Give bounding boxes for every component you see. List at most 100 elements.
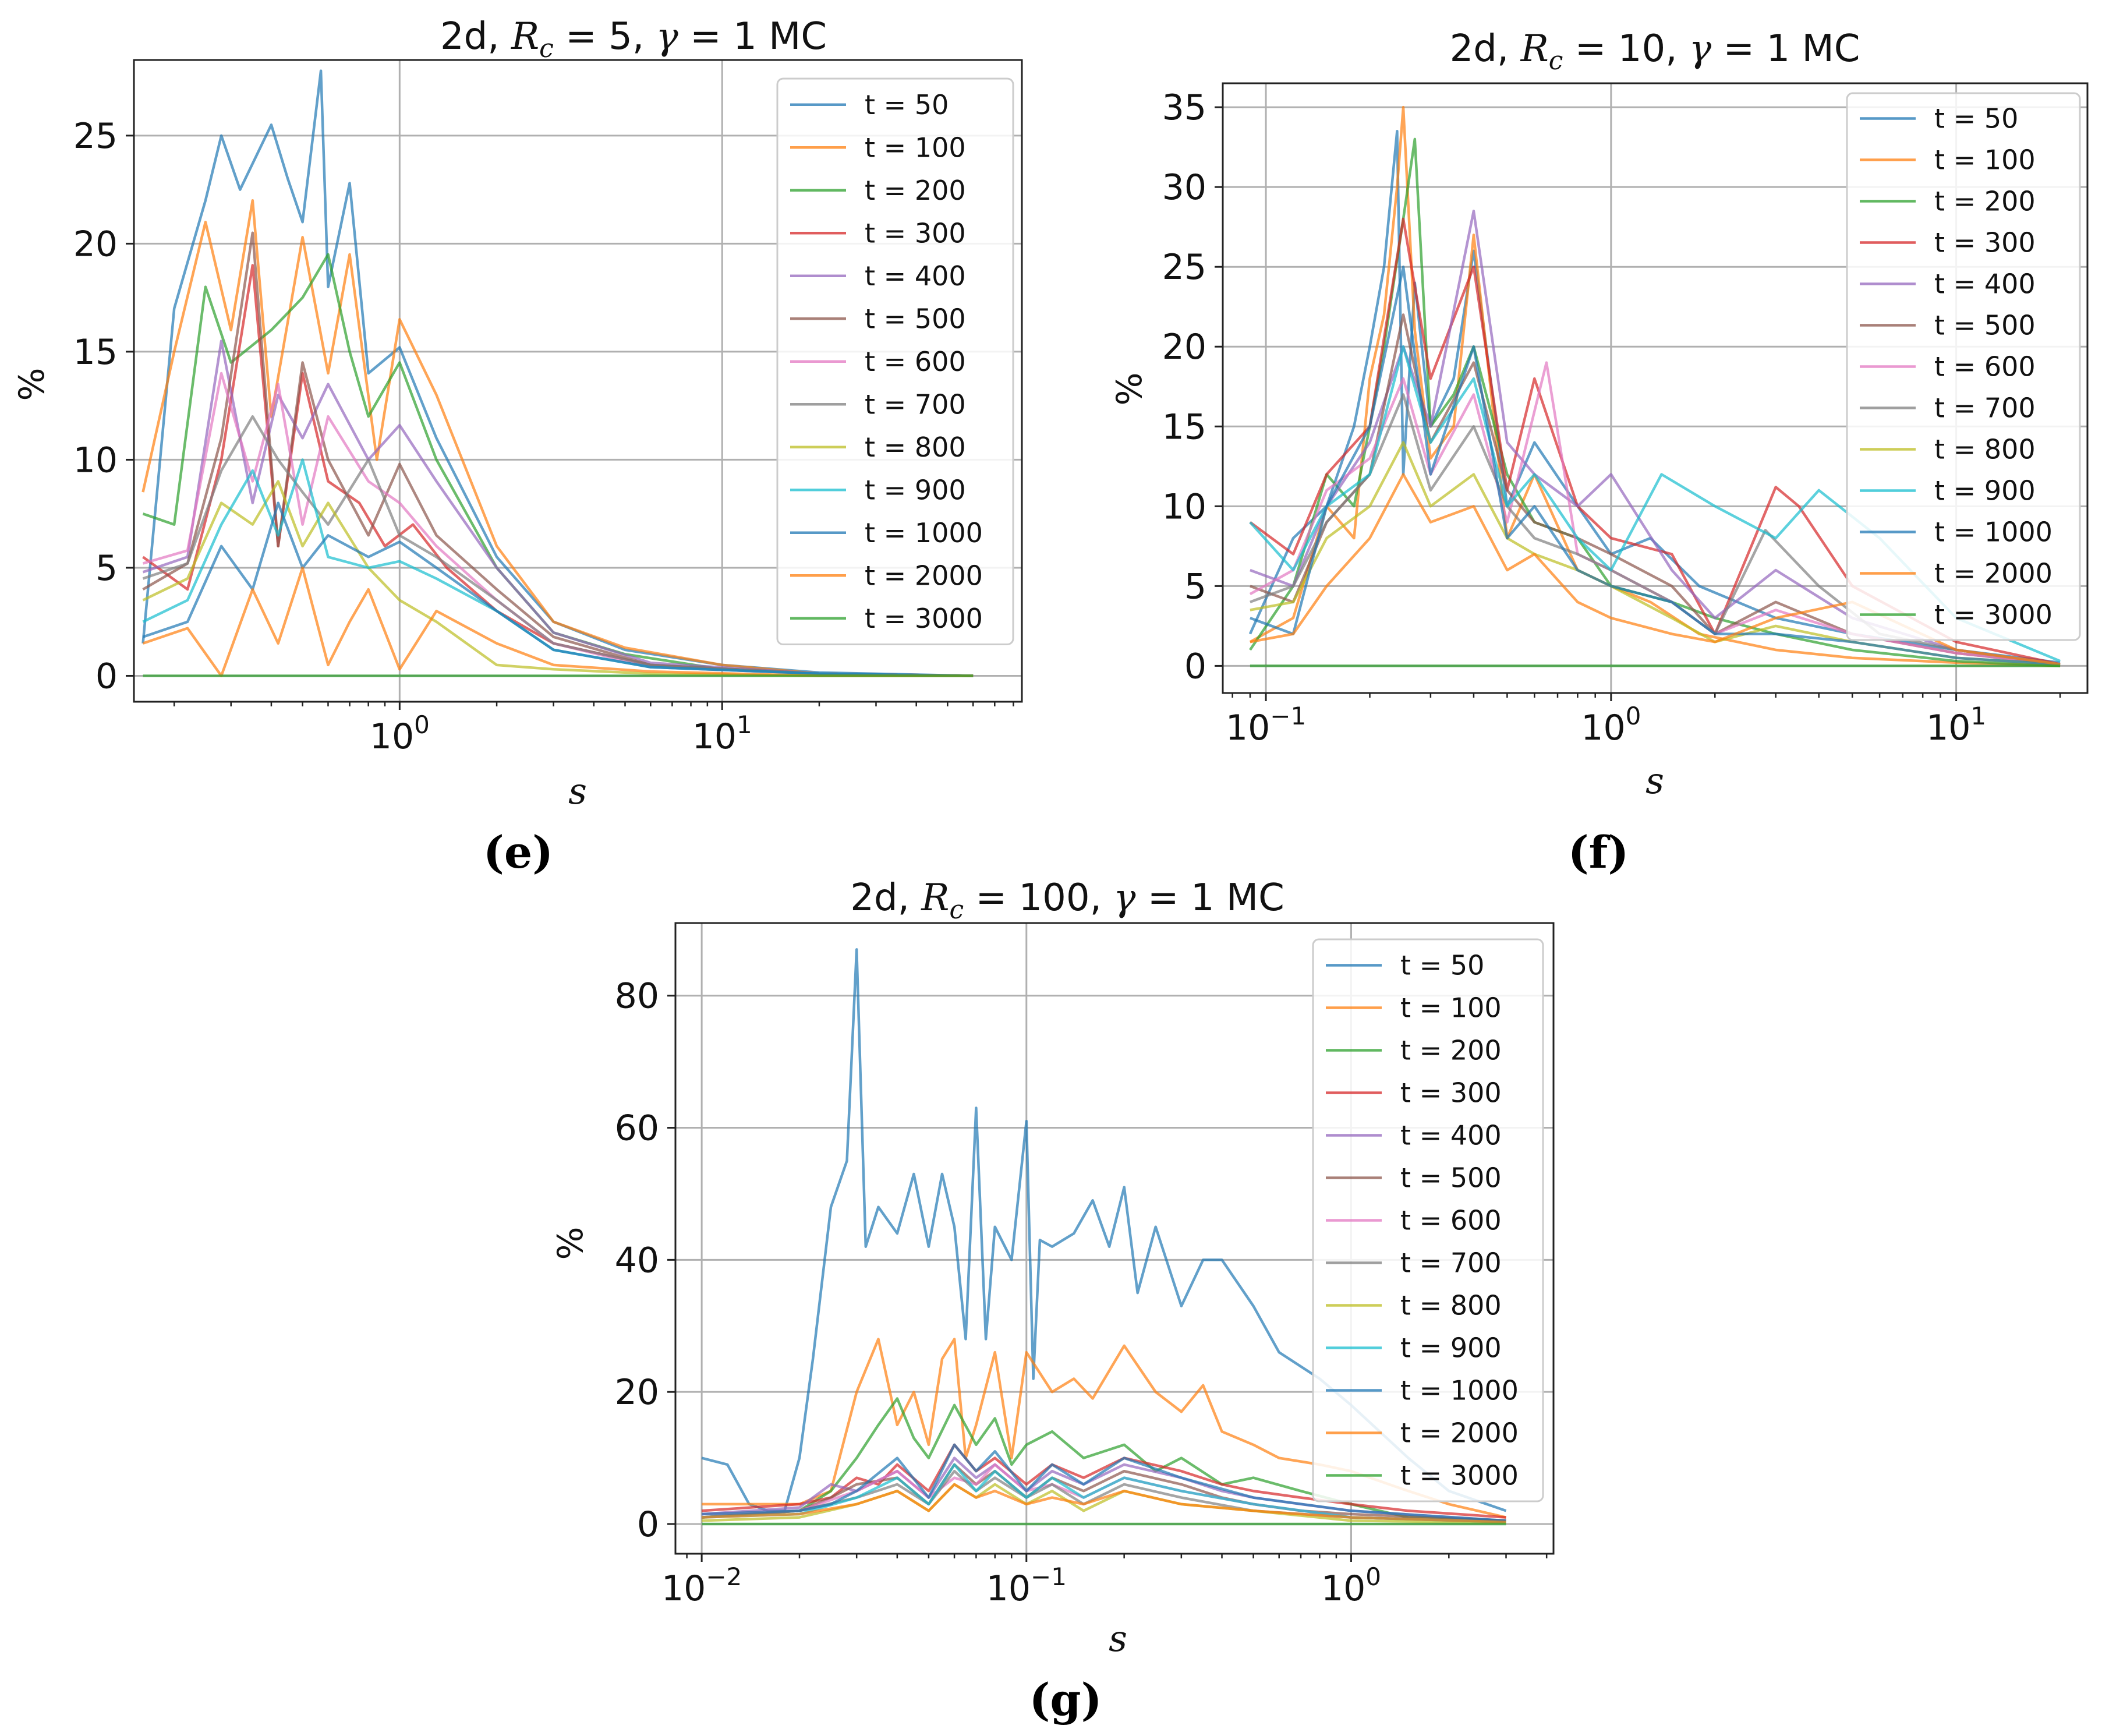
panel-e-ytick-label-4: 20 xyxy=(73,224,118,264)
panel-f: 2d, Rc = 10, γ = 1 MC 0 5 10 15 20 25 30 35 10−1… xyxy=(1109,27,2089,878)
panel-f-series-1 xyxy=(1249,105,2061,667)
panel-f-plot: 0 5 10 15 20 25 30 35 10−1 100 101 t = 50 t = 100 t =… xyxy=(1162,82,2089,748)
panel-f-ytick-label-2: 10 xyxy=(1162,486,1206,527)
panel-g-legend-label-6: t = 600 xyxy=(1400,1205,1502,1236)
panel-f-ytick-label-0: 0 xyxy=(1184,646,1206,687)
panel-g-series-11 xyxy=(702,1483,1506,1523)
panel-g-title: 2d, Rc = 100, γ = 1 MC xyxy=(850,876,1284,925)
panel-g-legend-label-2: t = 200 xyxy=(1400,1035,1502,1066)
panel-g-legend-label-3: t = 300 xyxy=(1400,1077,1502,1109)
panel-e-series-group xyxy=(141,69,974,677)
panel-g-xtick-label-0: 10−2 xyxy=(661,1562,742,1609)
panel-e-legend-label-11: t = 2000 xyxy=(865,560,983,591)
panel-g-label: (g) xyxy=(1029,1674,1102,1726)
panel-g-legend-label-0: t = 50 xyxy=(1400,950,1484,981)
panel-e-ytick-label-0: 0 xyxy=(95,656,118,696)
panel-g-xtick-label-1: 10−1 xyxy=(986,1562,1067,1609)
panel-g: 2d, Rc = 100, γ = 1 MC 0 20 40 60 80 10−2 10−1… xyxy=(550,876,1555,1726)
panel-g-series-group xyxy=(701,948,1507,1526)
panel-f-legend-label-0: t = 50 xyxy=(1934,103,2018,135)
panel-f-series-7 xyxy=(1250,393,2061,666)
panel-g-legend-label-8: t = 800 xyxy=(1400,1290,1502,1321)
panel-g-legend-label-1: t = 100 xyxy=(1400,992,1502,1024)
panel-e-series-10 xyxy=(142,501,974,677)
panel-f-legend-box xyxy=(1846,92,2081,641)
panel-g-series-3 xyxy=(701,1443,1506,1519)
panel-g-legend-label-7: t = 700 xyxy=(1400,1247,1502,1279)
panel-g-ytick-label-3: 60 xyxy=(615,1108,659,1149)
panel-e-legend-label-0: t = 50 xyxy=(865,89,949,121)
panel-g-series-7 xyxy=(701,1469,1506,1523)
panel-g-ytick-label-1: 20 xyxy=(615,1372,659,1413)
panel-f-ylabel: % xyxy=(1109,372,1150,405)
panel-f-series-11 xyxy=(1250,473,2061,666)
panel-f-ytick-label-5: 25 xyxy=(1162,247,1206,288)
panel-e-legend-label-1: t = 100 xyxy=(865,132,966,163)
panel-e-legend-label-2: t = 200 xyxy=(865,175,966,206)
panel-f-ytick-label-7: 35 xyxy=(1162,87,1206,128)
panel-g-series-0 xyxy=(701,948,1507,1512)
panel-e-plot: 0 5 10 15 20 25 100 101 t = 50 t = 100 t = 200 t = … xyxy=(73,59,1023,757)
panel-g-series-9 xyxy=(702,1463,1506,1523)
panel-e-legend-label-5: t = 500 xyxy=(865,303,966,334)
panel-f-series-3 xyxy=(1249,217,2061,666)
panel-e-legend-label-3: t = 300 xyxy=(865,217,966,249)
panel-f-ytick-label-6: 30 xyxy=(1162,167,1206,208)
panel-g-ylabel: % xyxy=(550,1226,591,1260)
panel-g-legend-box xyxy=(1312,938,1544,1502)
panel-e-legend-label-6: t = 600 xyxy=(865,346,966,377)
panel-f-ytick-label-3: 15 xyxy=(1162,406,1206,447)
panel-f-series-group xyxy=(1248,105,2061,667)
panel-g-ytick-label-4: 80 xyxy=(615,976,659,1017)
panel-f-legend-label-6: t = 600 xyxy=(1934,351,2036,383)
panel-g-ytick-label-2: 40 xyxy=(615,1240,659,1281)
panel-f-ytick-label-1: 5 xyxy=(1184,566,1206,607)
panel-e-ytick-label-2: 10 xyxy=(73,440,118,480)
panel-e-series-1 xyxy=(141,199,974,677)
panel-g-legend-label-5: t = 500 xyxy=(1400,1162,1502,1194)
panel-g-legend-label-12: t = 3000 xyxy=(1400,1460,1519,1491)
panel-f-xlabel: s xyxy=(1645,759,1664,802)
panel-e-legend-box xyxy=(776,77,1014,645)
panel-e-series-7 xyxy=(142,415,974,677)
panel-f-legend-label-7: t = 700 xyxy=(1934,393,2036,424)
panel-f-xtick-label-1: 100 xyxy=(1581,702,1641,748)
panel-g-axes-frame xyxy=(674,922,1555,1555)
panel-f-axes-frame xyxy=(1222,82,2089,694)
panel-f-xtick-label-2: 101 xyxy=(1926,702,1986,748)
panel-f-legend-label-4: t = 400 xyxy=(1934,268,2036,300)
panel-e-ytick-label-1: 5 xyxy=(95,548,118,589)
panel-e-legend-label-12: t = 3000 xyxy=(865,603,983,634)
panel-e-legend-label-7: t = 700 xyxy=(865,388,966,420)
panel-g-series-1 xyxy=(702,1338,1507,1519)
panel-f-series-9 xyxy=(1249,345,2061,663)
panel-f-legend-label-3: t = 300 xyxy=(1934,227,2036,259)
panel-e: 2d, Rc = 5, γ = 1 MC 0 5 10 15 20 25 100 101 t =… xyxy=(12,15,1023,878)
panel-e-series-11 xyxy=(142,566,974,677)
panel-f-legend-label-12: t = 3000 xyxy=(1934,599,2053,631)
panel-e-xtick-label-1: 101 xyxy=(692,710,752,757)
panel-f-label: (f) xyxy=(1568,826,1629,878)
panel-f-series-10 xyxy=(1250,265,2061,666)
panel-g-xlabel: s xyxy=(1109,1617,1127,1660)
panel-f-series-0 xyxy=(1248,129,2061,664)
panel-g-series-10 xyxy=(702,1443,1506,1522)
panel-e-legend-label-8: t = 800 xyxy=(865,432,966,463)
panel-f-legend-label-10: t = 1000 xyxy=(1934,517,2053,548)
panel-g-legend-label-10: t = 1000 xyxy=(1400,1375,1519,1406)
panel-g-plot: 0 20 40 60 80 10−2 10−1 100 t = 50 t = 100 t = 200… xyxy=(615,922,1555,1609)
panel-f-legend-label-9: t = 900 xyxy=(1934,475,2036,507)
panel-f-legend-label-5: t = 500 xyxy=(1934,310,2036,341)
panel-g-series-2 xyxy=(701,1397,1506,1522)
panel-e-series-6 xyxy=(142,372,974,677)
panel-e-legend-label-10: t = 1000 xyxy=(865,517,983,549)
panel-f-legend-label-8: t = 800 xyxy=(1934,434,2036,465)
panel-e-legend-label-9: t = 900 xyxy=(865,474,966,505)
panel-e-xlabel: s xyxy=(568,770,587,812)
panel-g-legend-label-4: t = 400 xyxy=(1400,1120,1502,1151)
panel-e-series-0 xyxy=(141,69,974,677)
panel-f-legend-label-11: t = 2000 xyxy=(1934,558,2053,589)
panel-e-label: (e) xyxy=(483,826,553,878)
panel-f-legend-label-2: t = 200 xyxy=(1934,186,2036,217)
